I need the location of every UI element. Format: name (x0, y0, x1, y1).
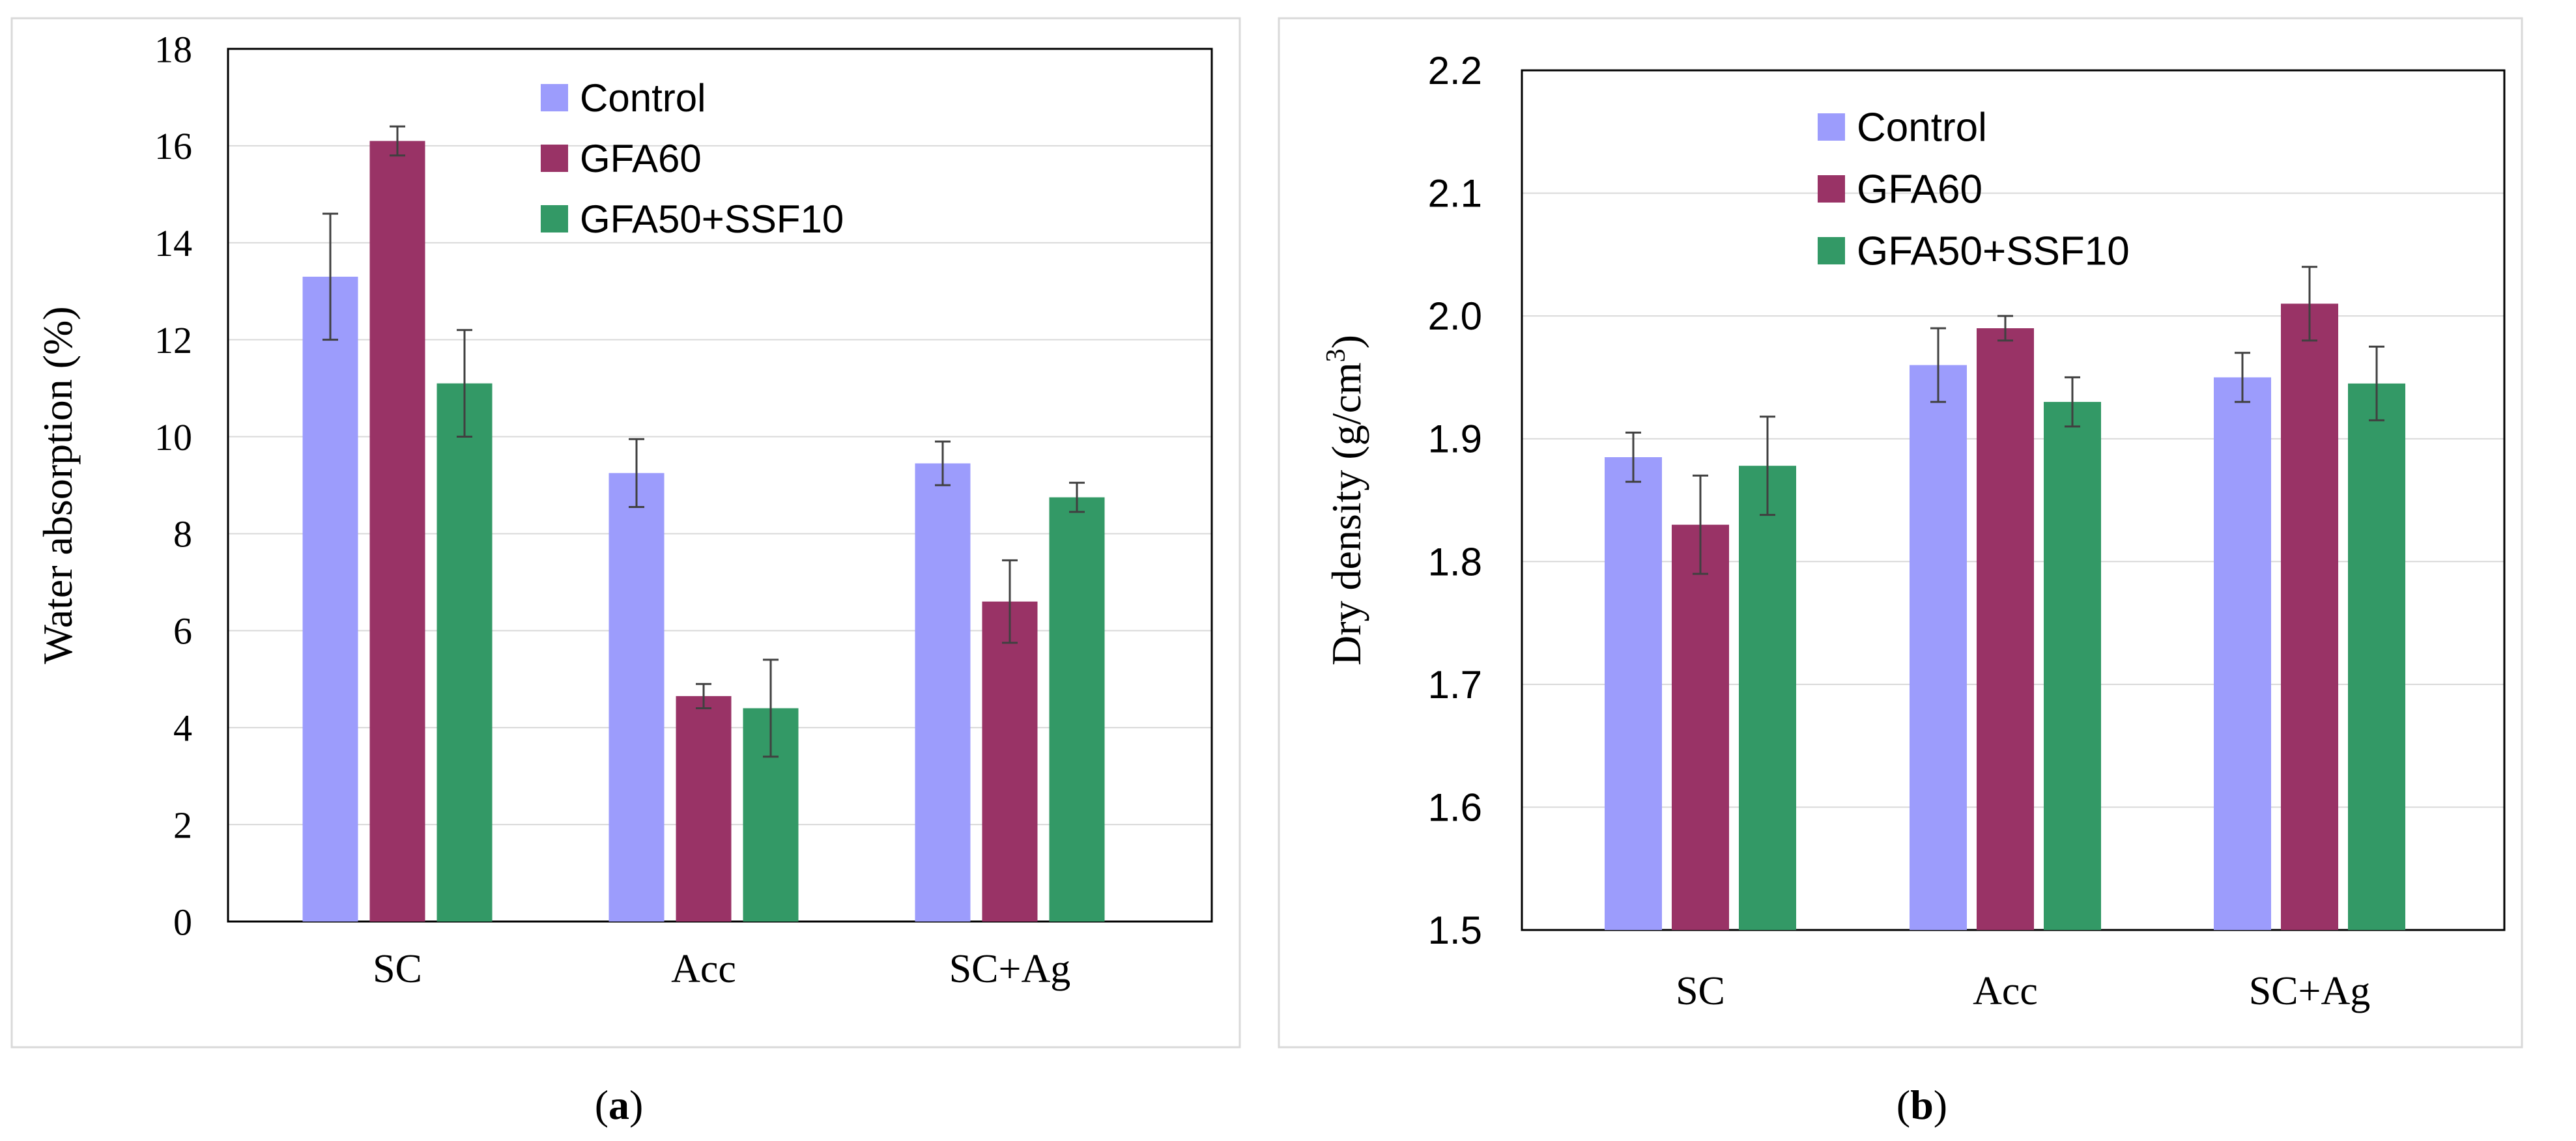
panel-a-y-tick-label: 14 (154, 222, 192, 264)
panel-b-bar-gfa60-sc (1672, 524, 1729, 930)
panel-a-y-tick-label: 4 (173, 707, 192, 750)
panel-a-error-bar-control-sc (322, 212, 338, 341)
panel-a-error-bar-control-sc-ag (935, 440, 951, 486)
panel-b-error-bar-gfa50-ssf10-acc (2065, 376, 2080, 428)
panel-b-error-bar-gfa50-ssf10-sc-ag (2369, 345, 2384, 421)
panel-a-bar-gfa60-acc (676, 696, 732, 922)
panel-a-y-tick-label: 18 (154, 28, 192, 70)
panel-b-y-tick-labels: 1.5 1.6 1.7 1.8 1.9 2.0 2.1 2.2 (1428, 49, 1482, 952)
panel-b-bar-control-sc-ag (2214, 377, 2271, 930)
panel-b-error-bar-gfa60-sc (1693, 474, 1708, 575)
panel-a-y-tick-label: 2 (173, 804, 192, 846)
panel-b-legend-swatch-gfa60 (1818, 175, 1845, 203)
panel-b-bar-gfa50-ssf10-acc (2044, 402, 2101, 930)
panel-a-bars (302, 141, 1105, 922)
panel-a-legend: Control GFA60 GFA50+SSF10 (541, 76, 844, 241)
panel-a-y-axis-title: Water absorption (%) (35, 306, 81, 664)
panel-b-legend-label-gfa60: GFA60 (1857, 167, 1982, 212)
panel-b-category-label: SC+Ag (2249, 969, 2371, 1013)
panel-a-error-bar-gfa50-ssf10-sc (457, 329, 472, 438)
panel-a-y-tick-label: 8 (173, 513, 192, 556)
panel-b-y-tick-label: 2.2 (1428, 49, 1482, 92)
panel-a-bar-control-sc (302, 276, 358, 922)
panel-b-y-tick-label: 1.5 (1428, 909, 1482, 952)
panel-b-bar-control-acc (1910, 365, 1967, 930)
panel-a-error-bar-control-acc (629, 438, 644, 508)
panel-a-bar-gfa50-ssf10-sc (436, 383, 493, 922)
panel-b-caption: (b) (1896, 1082, 1947, 1128)
panel-b-error-bar-gfa50-ssf10-sc (1760, 416, 1775, 516)
panel-a-category-label: SC+Ag (949, 947, 1071, 991)
panel-b-y-tick-label: 2.1 (1428, 172, 1482, 216)
panel-b-error-bar-control-sc-ag (2235, 352, 2250, 403)
panel-b-dry-density: 1.5 1.6 1.7 1.8 1.9 2.0 2.1 2.2 SC Acc SC+Ag Dry … (1278, 17, 2523, 1128)
panel-b-error-bar-gfa60-acc (1997, 315, 2013, 342)
panel-b-bar-gfa50-ssf10-sc-ag (2348, 383, 2405, 930)
panel-a-legend-swatch-control (541, 84, 568, 111)
panel-a-y-tick-labels: 0 2 4 6 8 10 12 14 16 18 (154, 28, 192, 943)
panel-a-error-bar-gfa60-sc-ag (1002, 559, 1018, 644)
panel-a-bar-control-acc (608, 473, 665, 922)
panel-b-error-bar-gfa60-sc-ag (2302, 266, 2317, 342)
panel-a-legend-label-control: Control (580, 76, 706, 120)
panel-b-legend-swatch-gfa50-ssf10 (1818, 237, 1845, 264)
panel-b-y-axis-title: Dry density (g/cm3) (1321, 335, 1369, 666)
panel-a-legend-label-gfa50-ssf10: GFA50+SSF10 (580, 197, 844, 241)
panel-a-caption: (a) (595, 1082, 644, 1128)
panel-b-bar-gfa60-sc-ag (2281, 303, 2338, 930)
panel-a-legend-swatch-gfa60 (541, 145, 568, 172)
panel-b-legend: Control GFA60 GFA50+SSF10 (1818, 106, 2130, 274)
panel-a-error-bars (322, 125, 1085, 758)
panel-b-legend-swatch-control (1818, 113, 1845, 141)
panel-a-error-bar-gfa60-acc (696, 683, 711, 709)
panel-a-y-tick-label: 16 (154, 125, 192, 167)
panel-a-error-bar-gfa50-ssf10-acc (763, 658, 779, 758)
panel-b-error-bar-control-sc (1625, 431, 1641, 483)
panel-a-y-tick-label: 10 (154, 416, 192, 458)
panel-b-category-label: SC (1676, 969, 1725, 1013)
panel-a-category-label: SC (373, 947, 422, 991)
panel-b-category-labels: SC Acc SC+Ag (1676, 969, 2370, 1013)
panel-a-water-absorption: 0 2 4 6 8 10 12 14 16 18 SC Acc SC+Ag Water absorpt… (10, 17, 1241, 1128)
panel-b-y-tick-label: 1.8 (1428, 540, 1482, 584)
panel-a-error-bar-gfa60-sc (390, 125, 405, 157)
panel-b-legend-label-control: Control (1857, 106, 1987, 150)
panel-a-y-tick-label: 12 (154, 319, 192, 361)
panel-a-bar-control-sc-ag (915, 463, 971, 922)
panel-b-bars (1605, 303, 2405, 930)
panel-b-error-bars (1625, 266, 2384, 575)
panel-a-y-tick-label: 6 (173, 610, 192, 653)
panel-a-bar-gfa60-sc-ag (982, 601, 1038, 922)
panel-b-bar-gfa50-ssf10-sc (1739, 466, 1796, 930)
panel-a-error-bar-gfa50-ssf10-sc-ag (1069, 481, 1085, 513)
panel-a-bar-gfa60-sc (369, 141, 425, 922)
panel-b-y-tick-label: 1.6 (1428, 785, 1482, 829)
panel-b-y-tick-label: 2.0 (1428, 294, 1482, 338)
panel-a-category-label: Acc (671, 947, 736, 991)
panel-b-category-label: Acc (1973, 969, 2038, 1013)
panel-a-y-tick-label: 0 (173, 901, 192, 943)
panel-a-category-labels: SC Acc SC+Ag (373, 947, 1070, 991)
panel-b-error-bar-control-acc (1930, 327, 1946, 403)
panel-b-bar-gfa60-acc (1977, 328, 2034, 930)
panel-b-bar-control-sc (1605, 457, 1662, 930)
panel-a-legend-label-gfa60: GFA60 (580, 137, 702, 180)
panel-b-y-tick-label: 1.9 (1428, 417, 1482, 461)
panel-a-bar-gfa50-ssf10-sc-ag (1049, 497, 1105, 922)
panel-b-y-tick-label: 1.7 (1428, 663, 1482, 707)
panel-a-legend-swatch-gfa50-ssf10 (541, 205, 568, 232)
panel-b-legend-label-gfa50-ssf10: GFA50+SSF10 (1857, 229, 2130, 274)
